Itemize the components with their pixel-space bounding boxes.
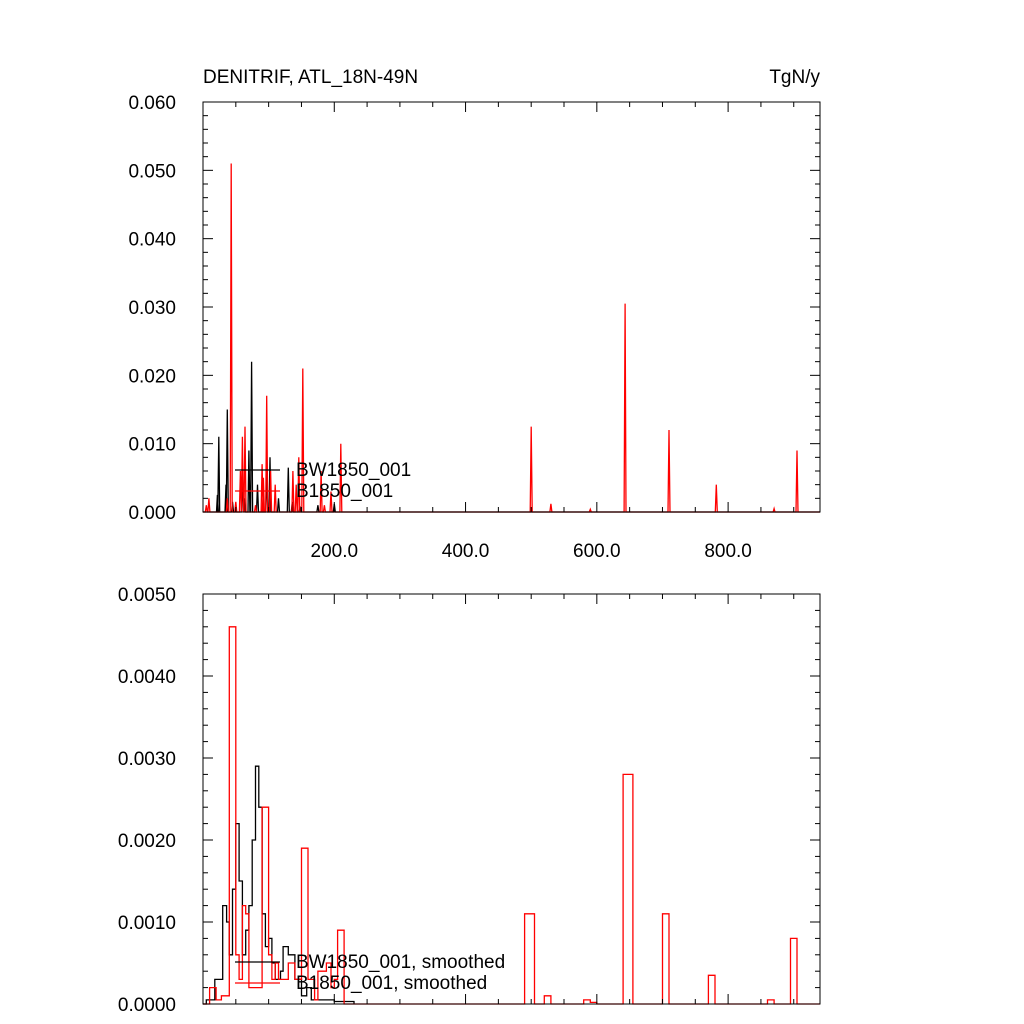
top-y-tick-label: 0.040 [128, 230, 176, 251]
top-y-tick-label: 0.000 [128, 503, 176, 524]
top-y-tick-label: 0.030 [128, 298, 176, 319]
top-legend-label-2: B1850_001 [296, 481, 393, 502]
bottom-y-tick-label: 0.0030 [118, 749, 176, 770]
top-plot-frame [202, 101, 821, 513]
chart-title: DENITRIF, ATL_18N-49N [203, 67, 418, 88]
top-y-tick-label: 0.060 [128, 93, 176, 114]
bottom-y-tick-label: 0.0020 [118, 831, 176, 852]
top-x-tick-label: 800.0 [704, 541, 752, 562]
bottom-panel: 0.0000 0.0010 0.0020 0.0030 0.0040 0.0050 BW1… [118, 585, 821, 1016]
top-y-tick-label: 0.050 [128, 161, 176, 182]
bottom-ticks-group: 0.0000 0.0010 0.0020 0.0030 0.0040 0.0050 [118, 585, 820, 1016]
bottom-y-tick-label: 0.0040 [118, 667, 176, 688]
top-x-tick-label: 200.0 [311, 541, 359, 562]
bottom-plot-frame [202, 593, 821, 1005]
bottom-series-group [203, 626, 820, 1005]
top-legend-label-1: BW1850_001 [296, 460, 411, 481]
bottom-legend-label-2: B1850_001, smoothed [296, 973, 487, 994]
top-x-tick-label: 400.0 [442, 541, 490, 562]
top-panel: DENITRIF, ATL_18N-49N TgN/y 0.0000.0100.… [128, 67, 821, 562]
bottom-series-line-2 [203, 626, 820, 1005]
bottom-y-tick-label: 0.0050 [118, 585, 176, 606]
units-label: TgN/y [769, 67, 820, 88]
bottom-legend-label-1: BW1850_001, smoothed [296, 952, 505, 973]
top-x-tick-label: 600.0 [573, 541, 621, 562]
top-y-tick-label: 0.010 [128, 435, 176, 456]
bottom-y-tick-label: 0.0010 [118, 913, 176, 934]
top-ticks-group: 0.000 0.010 0.020 0.030 0.040 0.050 0.060 200.0… [128, 93, 820, 562]
bottom-y-tick-label: 0.0000 [118, 995, 176, 1016]
top-y-tick-label: 0.020 [128, 366, 176, 387]
